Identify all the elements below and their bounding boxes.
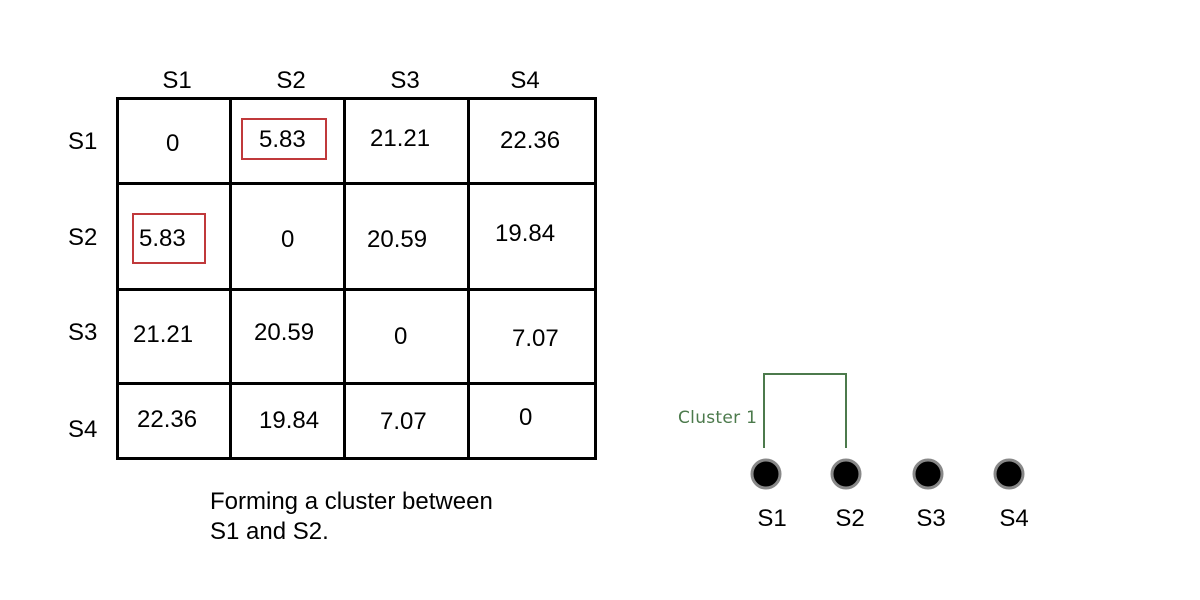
matrix-cell-highlighted: 5.83 xyxy=(139,225,186,252)
grid-line xyxy=(229,97,232,460)
caption-line-1: Forming a cluster between xyxy=(210,488,493,515)
column-header-s1: S1 xyxy=(162,67,192,94)
grid-line xyxy=(116,97,597,100)
grid-line xyxy=(594,97,597,460)
row-header-s2: S2 xyxy=(68,224,98,251)
matrix-cell: 21.21 xyxy=(133,321,194,348)
matrix-cell: 19.84 xyxy=(495,220,556,247)
grid-line xyxy=(116,97,119,460)
leaf-label-s4: S4 xyxy=(999,505,1029,532)
grid-line xyxy=(116,382,597,385)
highlight-box-s2-s1 xyxy=(132,213,206,264)
highlight-box-s1-s2 xyxy=(241,118,327,160)
matrix-cell: 20.59 xyxy=(254,319,315,346)
column-header-s4: S4 xyxy=(510,67,540,94)
matrix-cell: 21.21 xyxy=(370,125,431,152)
leaf-node-s2 xyxy=(830,458,862,490)
matrix-cell: 7.07 xyxy=(512,325,559,352)
leaf-label-s3: S3 xyxy=(916,505,946,532)
row-header-s3: S3 xyxy=(68,319,98,346)
leaf-label-s1: S1 xyxy=(757,505,787,532)
leaf-node-s4 xyxy=(993,458,1025,490)
leaf-node-s3 xyxy=(912,458,944,490)
cluster-bracket xyxy=(763,373,847,448)
row-header-s1: S1 xyxy=(68,128,98,155)
caption-line-2: S1 and S2. xyxy=(210,518,329,545)
matrix-cell: 0 xyxy=(166,130,180,157)
matrix-cell: 22.36 xyxy=(137,406,198,433)
grid-line xyxy=(467,97,470,460)
matrix-cell: 22.36 xyxy=(500,127,561,154)
matrix-cell: 0 xyxy=(281,226,295,253)
cluster-label: Cluster 1 xyxy=(678,408,758,428)
matrix-cell: 0 xyxy=(519,404,533,431)
caption: Forming a cluster between S1 and S2. xyxy=(210,487,570,547)
matrix-cell: 20.59 xyxy=(367,226,428,253)
grid-line xyxy=(116,288,597,291)
grid-line xyxy=(116,182,597,185)
column-header-s2: S2 xyxy=(276,67,306,94)
matrix-cell: 7.07 xyxy=(380,408,427,435)
leaf-label-s2: S2 xyxy=(835,505,865,532)
matrix-cell: 0 xyxy=(394,323,408,350)
grid-line xyxy=(116,457,597,460)
column-header-s3: S3 xyxy=(390,67,420,94)
distance-matrix xyxy=(116,97,597,460)
leaf-node-s1 xyxy=(750,458,782,490)
grid-line xyxy=(343,97,346,460)
matrix-cell: 19.84 xyxy=(259,407,320,434)
row-header-s4: S4 xyxy=(68,416,98,443)
matrix-cell-highlighted: 5.83 xyxy=(259,126,306,153)
